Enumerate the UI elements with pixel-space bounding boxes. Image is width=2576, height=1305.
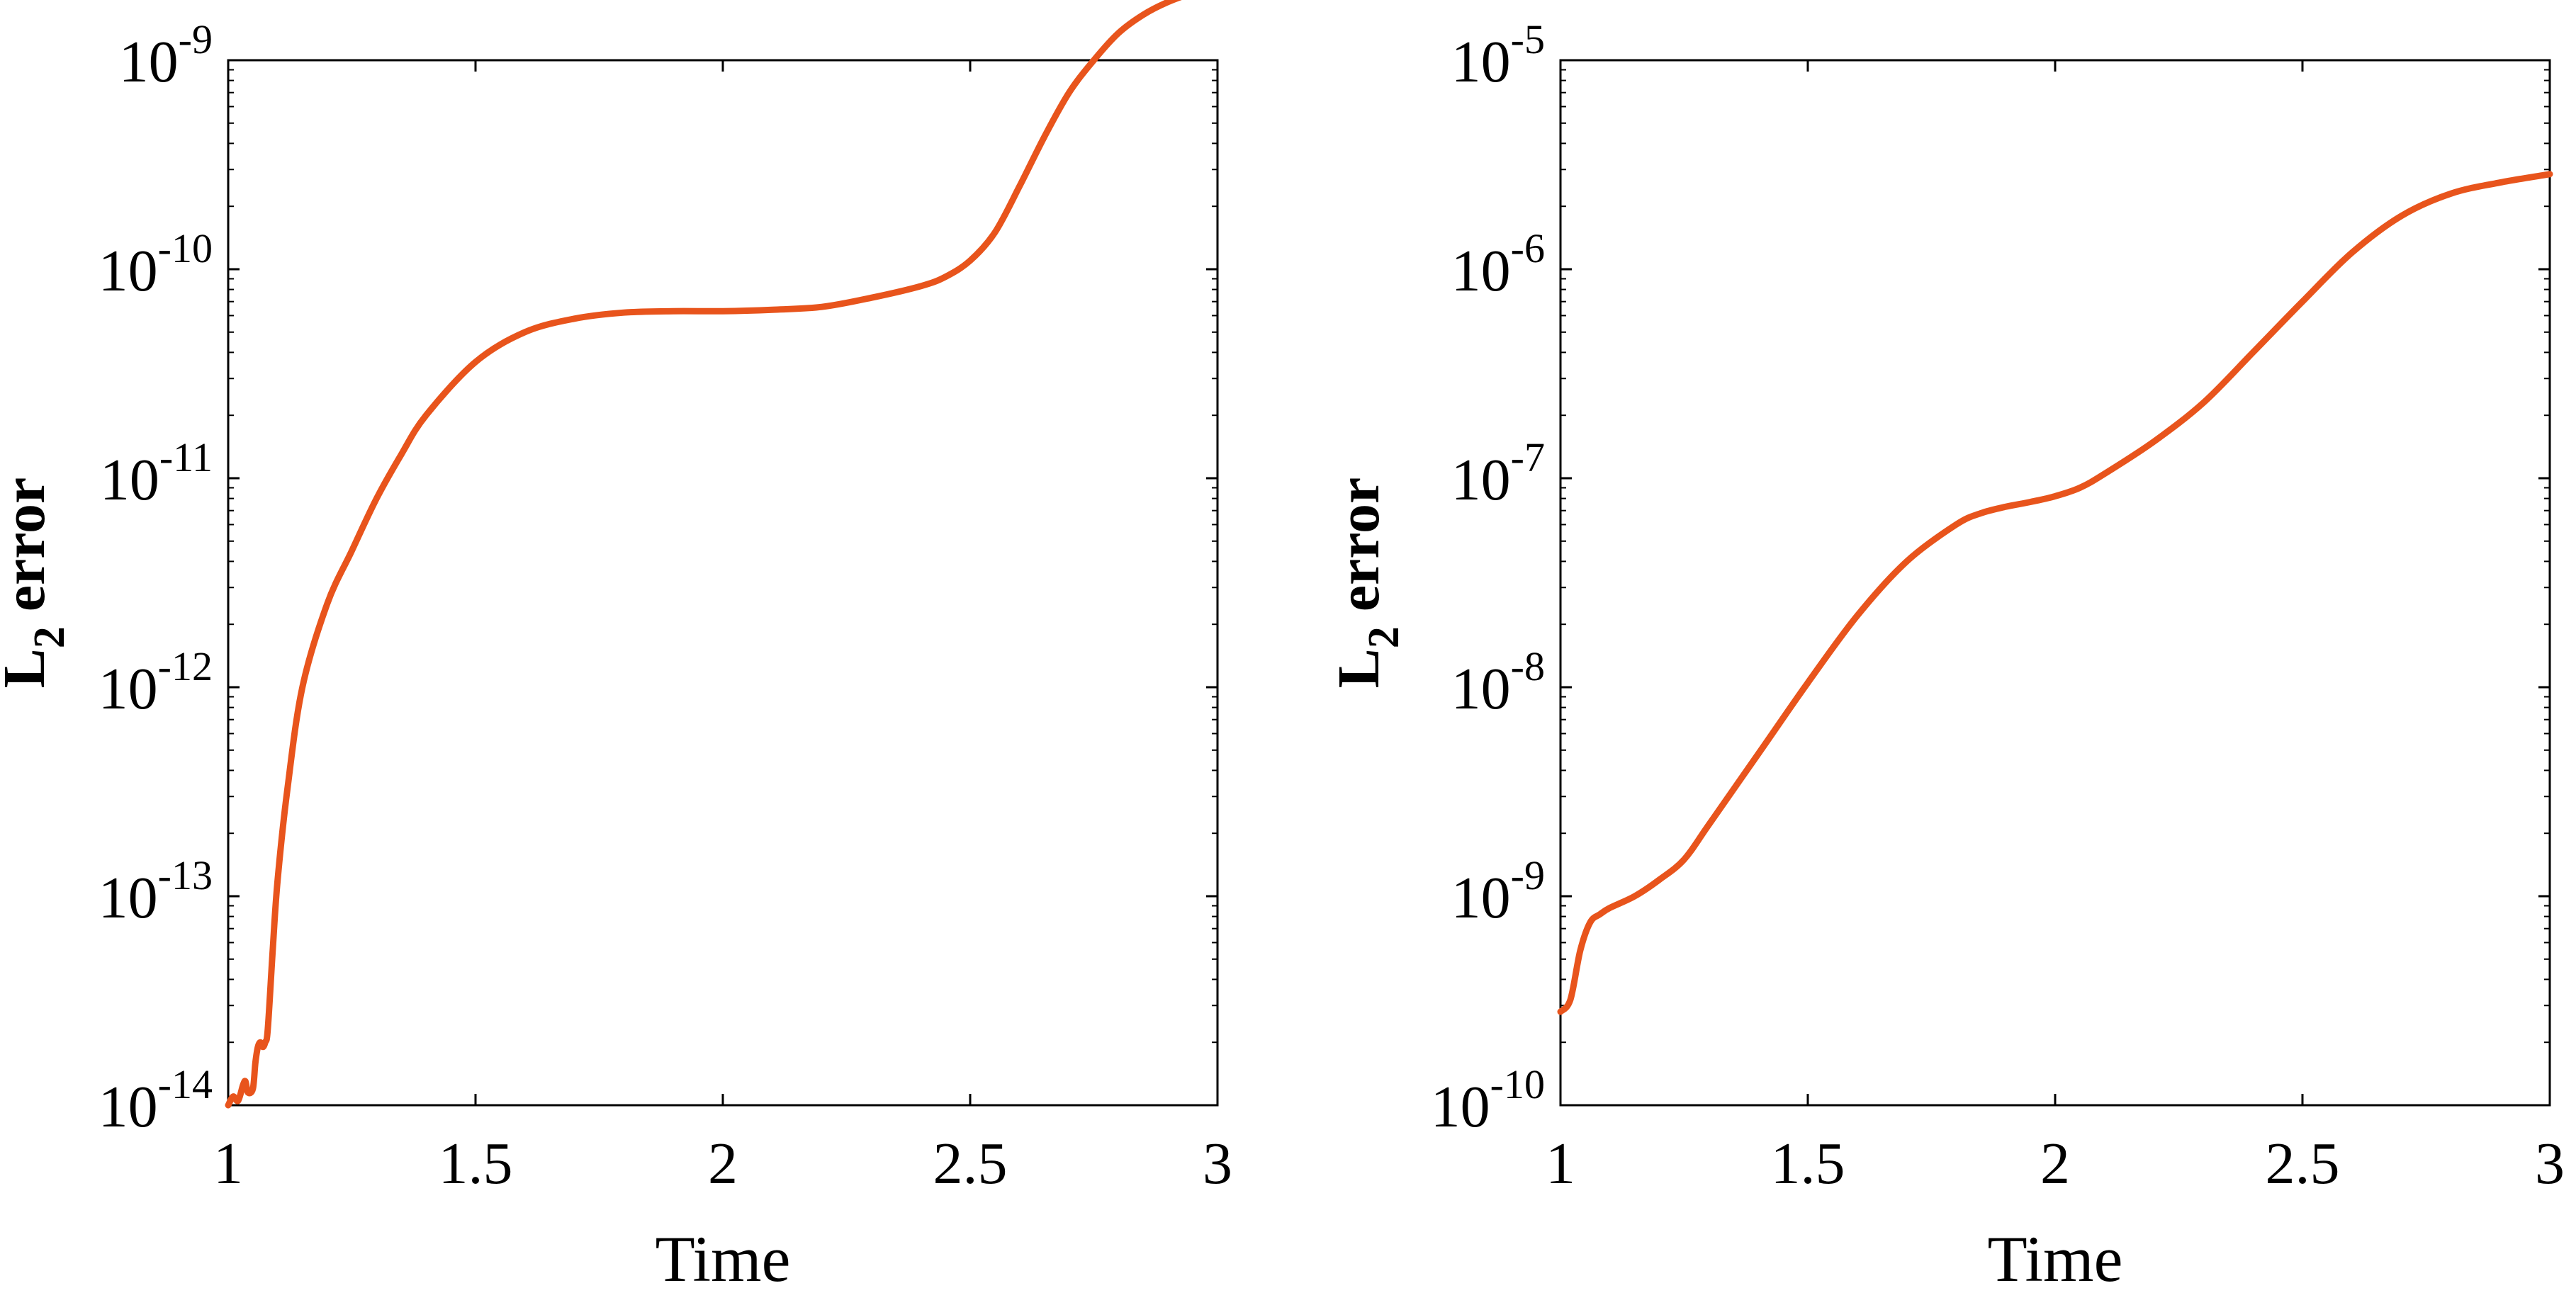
y-tick-label: 10-11	[100, 434, 213, 513]
x-tick-label: 1.5	[439, 1131, 513, 1197]
plot-area-frame	[227, 59, 1219, 1107]
y-tick-label: 10-9	[1451, 852, 1545, 931]
y-tick-label: 10-13	[99, 852, 213, 931]
chart-panel-2: 1 1.5 2 2.5 3 10-10 10-9 10-8 10-7 10-6 10-5 Time L2…	[1326, 16, 2565, 1295]
series-line	[225, 0, 1182, 1109]
y-tick-label: 10-6	[1451, 225, 1545, 304]
chart-panel-1: 1 1.5 2 2.5 3 10-14 10-13 10-12 10-11 10-10 10-9 Ti…	[0, 0, 1232, 1295]
x-tick-label: 3	[1203, 1131, 1232, 1197]
y-tick-label: 10-9	[119, 16, 213, 95]
x-tick-label: 1.5	[1771, 1131, 1845, 1197]
series-line	[1557, 171, 2553, 1015]
y-tick-label: 10-5	[1451, 16, 1545, 95]
y-tick-label: 10-10	[1431, 1061, 1545, 1140]
y-tick-label: 10-10	[99, 225, 213, 304]
y-tick-label: 10-12	[99, 643, 213, 722]
y-axis-label: L2 error	[1326, 478, 1408, 689]
x-axis-label: Time	[656, 1223, 791, 1295]
x-tick-label: 2.5	[2266, 1131, 2340, 1197]
y-tick-label: 10-7	[1451, 434, 1545, 513]
x-tick-label: 2	[708, 1131, 738, 1197]
y-tick-label: 10-8	[1451, 643, 1545, 722]
y-axis-label: L2 error	[0, 478, 74, 689]
x-tick-label: 1	[213, 1131, 243, 1197]
y-tick-label: 10-14	[99, 1061, 213, 1140]
x-tick-label: 2	[2040, 1131, 2070, 1197]
x-axis-label: Time	[1988, 1223, 2123, 1295]
x-tick-label: 1	[1546, 1131, 1575, 1197]
x-tick-label: 2.5	[933, 1131, 1008, 1197]
x-tick-label: 3	[2535, 1131, 2565, 1197]
